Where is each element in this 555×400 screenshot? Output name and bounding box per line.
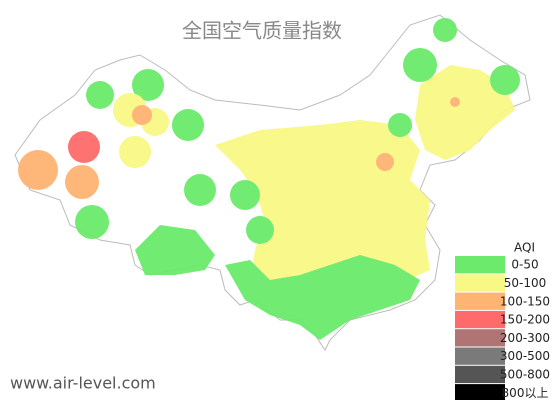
legend-label: 100-150 [500,294,550,308]
area-red [68,131,100,163]
area-green [433,18,457,42]
legend-swatch [455,365,505,384]
map-title: 全国空气质量指数 [182,19,342,43]
area-orange [450,97,460,107]
area-green [86,81,114,109]
area-green [135,225,215,275]
area-green [172,109,204,141]
area-green [361,271,389,299]
legend-label: 200-300 [500,331,550,345]
area-green [225,255,420,340]
legend-label: 50-100 [504,276,547,290]
legend-label: 150-200 [500,313,550,327]
area-green [184,174,216,206]
watermark: www.air-level.com [10,374,156,393]
area-yellow [215,120,430,300]
area-green [246,216,274,244]
area-orange [376,153,394,171]
legend-swatch [455,256,505,274]
area-yellow [415,65,515,160]
area-green [403,48,437,82]
legend-label: 800以上 [502,386,549,400]
legend-swatch [455,310,505,329]
area-green [388,113,412,137]
legend-label: 500-800 [500,367,550,381]
area-orange [132,105,152,125]
legend-swatch [455,384,505,400]
legend-swatch [455,292,505,310]
area-orange [65,165,99,199]
legend-swatch [455,274,505,292]
legend-label: 0-50 [511,258,538,272]
area-green [75,205,109,239]
area-green [490,65,520,95]
legend-swatch [455,329,505,347]
legend-swatch [455,347,505,365]
area-yellow [119,136,151,168]
aqi-areas [18,18,520,340]
area-green [132,69,164,101]
legend-title: AQI [514,241,535,255]
area-green [230,180,260,210]
area-orange [18,150,58,190]
legend-label: 300-500 [500,349,550,363]
